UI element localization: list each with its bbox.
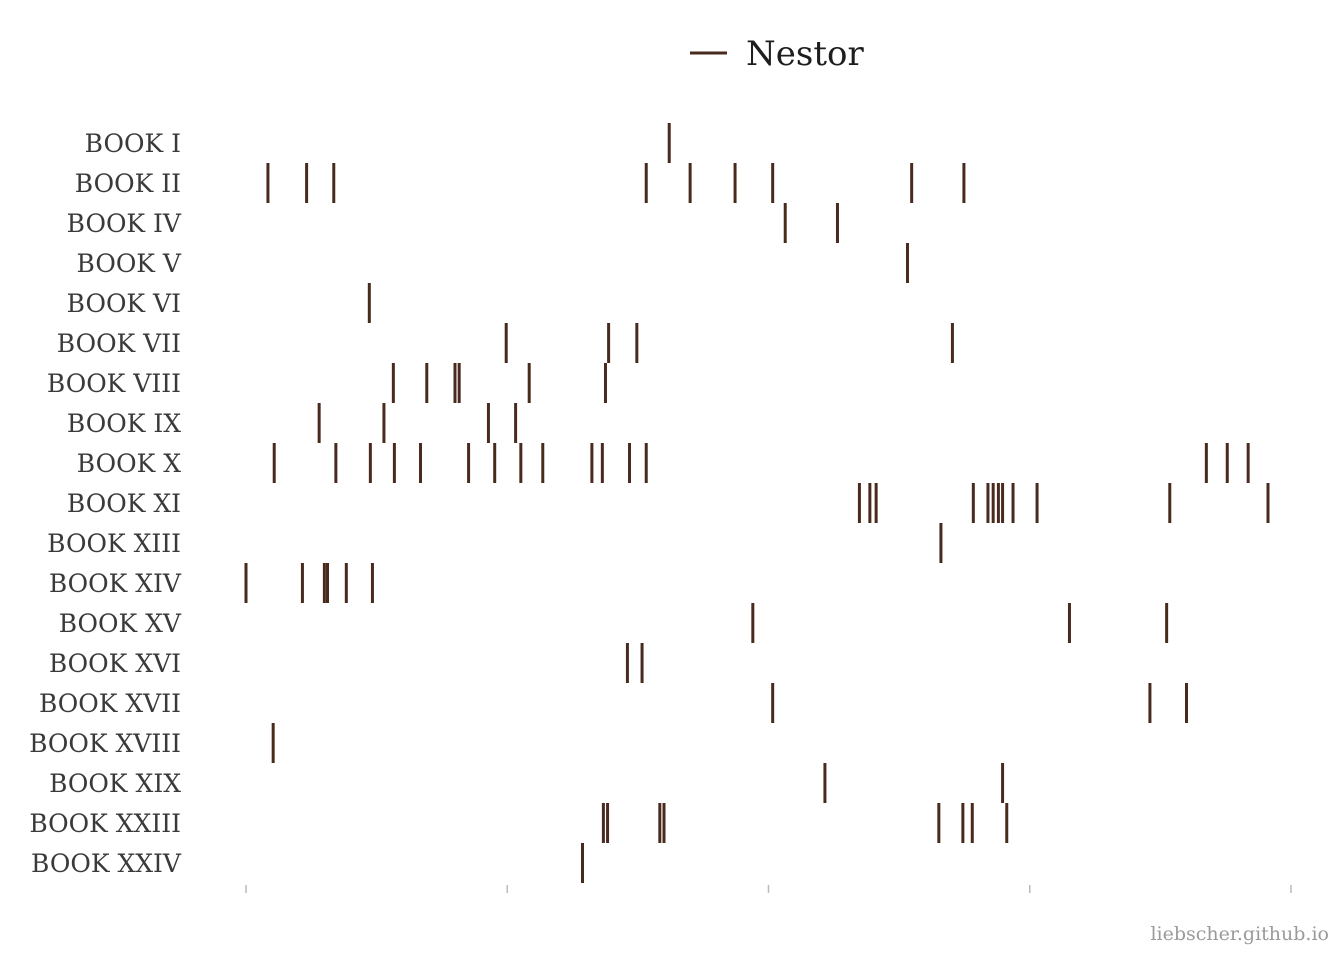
event-marks [244,123,1270,883]
row-label: BOOK XXIV [31,849,182,878]
row-labels: BOOK I BOOK II BOOK IV BOOK V BOOK VI BOOK VI… [29,129,182,878]
row-label: BOOK II [75,169,181,198]
row-label: BOOK XVI [49,649,181,678]
row-label: BOOK XI [67,489,181,518]
row-label: BOOK IV [67,209,182,238]
row-label: BOOK XVII [39,689,181,718]
row-label: BOOK XVIII [29,729,181,758]
row-label: BOOK VII [57,329,181,358]
legend-label-nestor: Nestor [746,34,864,74]
row-label: BOOK XIII [47,529,181,558]
credit-text: liebscher.github.io [1150,923,1329,945]
legend: Nestor [690,34,864,74]
row-label: BOOK IX [67,409,181,438]
row-label: BOOK XIX [49,769,181,798]
row-label: BOOK V [76,249,181,278]
row-label: BOOK I [85,129,181,158]
row-label: BOOK XV [59,609,182,638]
row-label: BOOK XIV [49,569,182,598]
row-label: BOOK VIII [47,369,181,398]
row-label: BOOK X [77,449,181,478]
row-label: BOOK VI [67,289,181,318]
x-axis [245,885,1292,893]
row-label: BOOK XXIII [29,809,181,838]
